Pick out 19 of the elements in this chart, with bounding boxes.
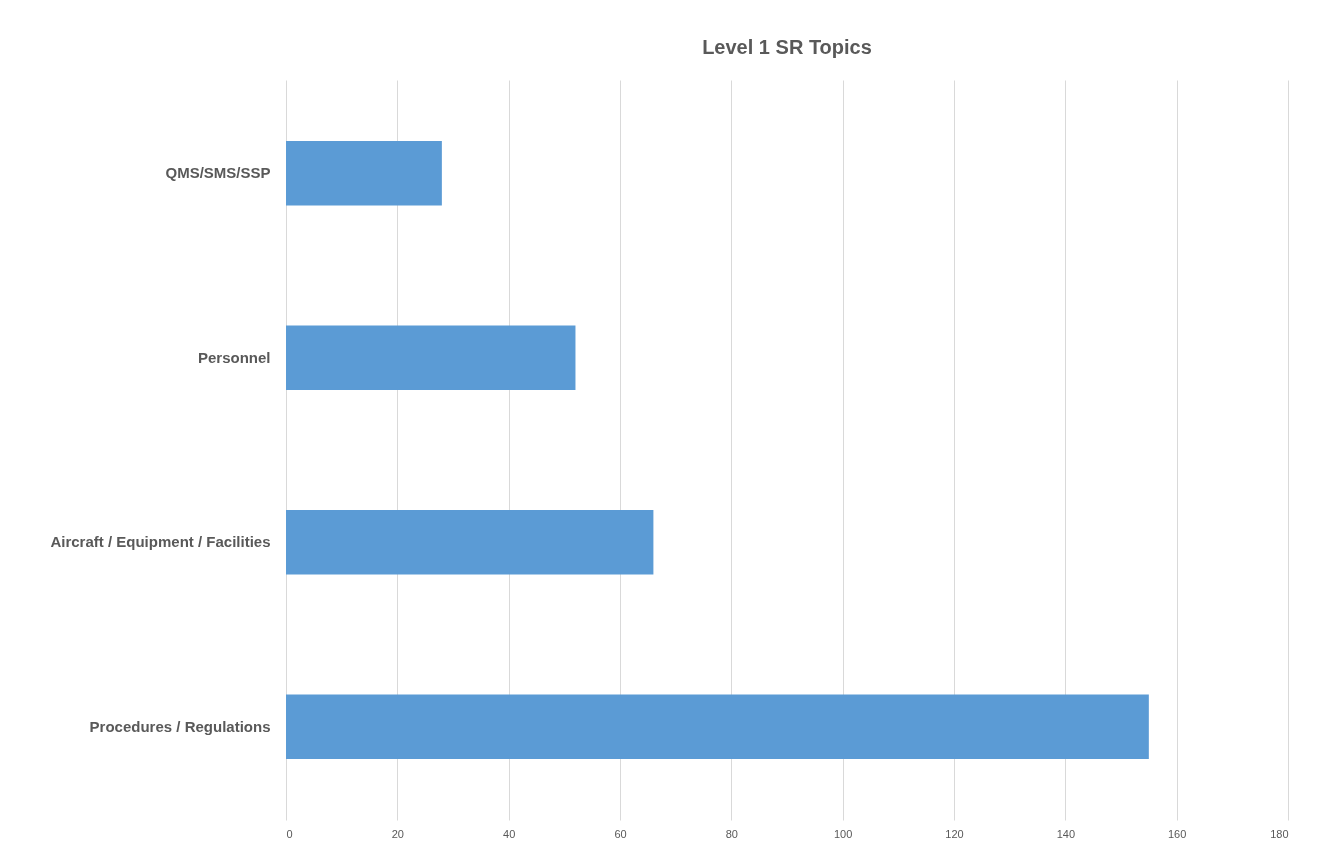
bar [286,140,442,206]
y-tick-label: Aircraft / Equipment / Facilities [50,533,271,551]
y-tick-label: QMS/SMS/SSP [165,164,271,182]
chart-title: Level 1 SR Topics [702,36,872,58]
y-tick-label: Procedures / Regulations [89,717,271,735]
x-tick-label: 180 [1270,827,1289,840]
bar [286,325,576,391]
x-tick-label: 60 [614,827,627,840]
x-tick-label: 120 [945,827,964,840]
x-tick-label: 40 [503,827,516,840]
x-tick-label: 160 [1167,827,1187,840]
bar [286,694,1149,760]
x-tick-label: 100 [833,827,853,840]
x-tick-label: 140 [1056,827,1076,840]
bar [286,509,654,575]
x-tick-label: 0 [286,827,293,840]
x-tick-label: 20 [391,827,404,840]
x-tick-label: 80 [725,827,738,840]
y-tick-label: Personnel [197,348,271,366]
